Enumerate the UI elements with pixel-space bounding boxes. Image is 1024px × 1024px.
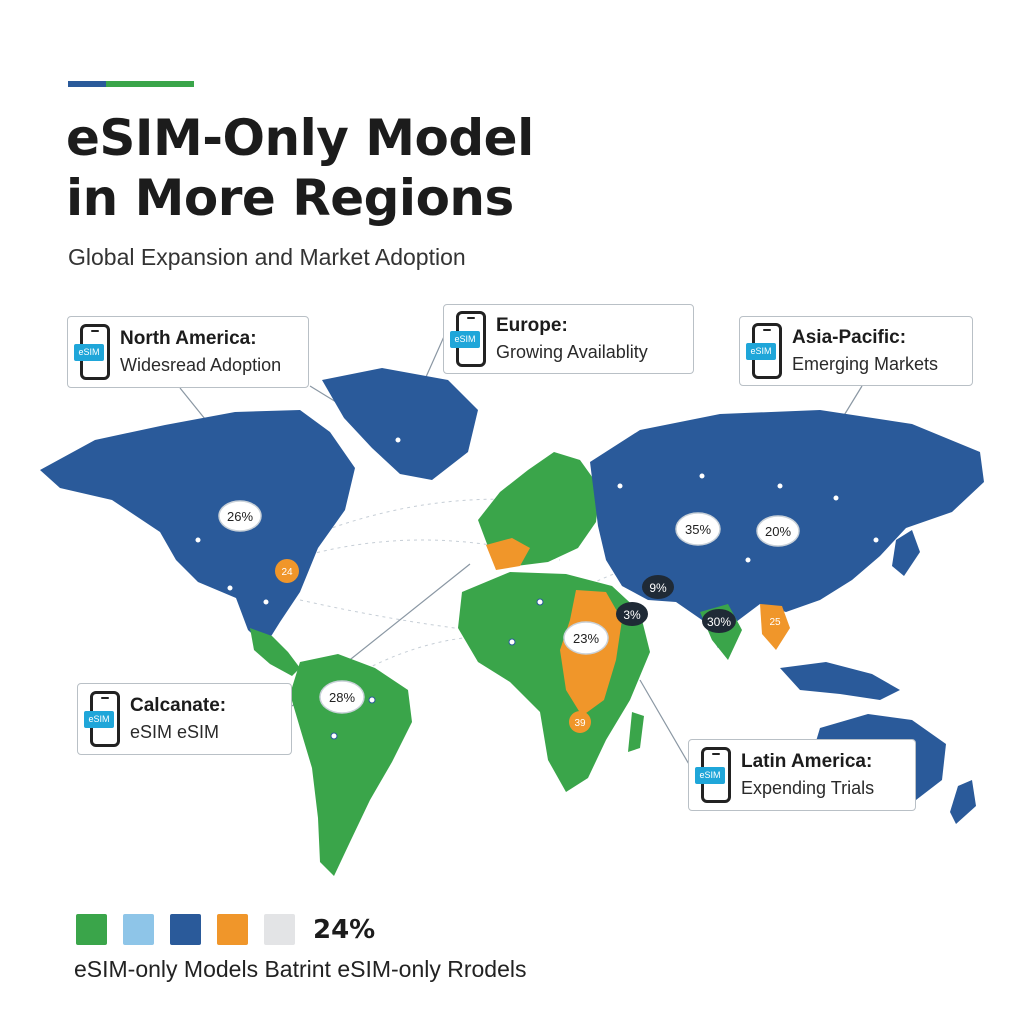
marker-south-america: 28% xyxy=(319,680,365,714)
region-madagascar xyxy=(628,712,644,752)
marker-arabia: 3% xyxy=(616,602,648,626)
svg-text:9%: 9% xyxy=(649,581,667,595)
region-europe-orange xyxy=(486,538,530,570)
svg-text:39: 39 xyxy=(574,718,586,729)
legend-swatch-gray xyxy=(264,914,295,945)
legend-swatch-green xyxy=(76,914,107,945)
svg-text:30%: 30% xyxy=(707,615,731,629)
marker-china: 20% xyxy=(756,515,800,547)
region-europe xyxy=(478,452,600,566)
accent-bar xyxy=(68,81,194,87)
page-title: eSIM-Only Model in More Regions xyxy=(66,109,534,227)
svg-text:26%: 26% xyxy=(227,509,253,524)
page-subtitle: Global Expansion and Market Adoption xyxy=(68,244,466,270)
svg-text:24: 24 xyxy=(281,567,293,578)
region-africa xyxy=(458,572,650,792)
phone-esim-icon: eSIM xyxy=(84,691,120,747)
callout-calcanate: eSIM Calcanate: eSIM eSIM xyxy=(77,683,292,755)
region-central-america xyxy=(250,628,300,676)
svg-text:3%: 3% xyxy=(623,608,641,622)
svg-text:25: 25 xyxy=(769,617,781,628)
region-japan xyxy=(892,530,920,576)
marker-russia: 35% xyxy=(675,512,721,546)
phone-esim-icon: eSIM xyxy=(746,323,782,379)
legend-swatch-blue xyxy=(170,914,201,945)
region-north-america xyxy=(40,410,355,646)
marker-africa-south: 39 xyxy=(569,711,591,733)
phone-esim-icon: eSIM xyxy=(450,311,486,367)
marker-usa-east: 24 xyxy=(275,559,299,583)
legend: 24% xyxy=(76,914,375,945)
legend-caption: eSIM-only Models Batrint eSIM-only Rrode… xyxy=(74,956,527,982)
marker-southeast-asia: 25 xyxy=(764,610,786,632)
marker-africa: 23% xyxy=(563,621,609,655)
callout-asia-pacific: eSIM Asia-Pacific: Emerging Markets xyxy=(739,316,973,386)
callout-europe: eSIM Europe: Growing Availablity xyxy=(443,304,694,374)
phone-esim-icon: eSIM xyxy=(695,747,731,803)
marker-north-america: 26% xyxy=(218,500,262,532)
region-new-zealand xyxy=(950,780,976,824)
callout-north-america: eSIM North America: Widesread Adoption xyxy=(67,316,309,388)
legend-swatch-light-blue xyxy=(123,914,154,945)
phone-esim-icon: eSIM xyxy=(74,324,110,380)
legend-swatch-orange xyxy=(217,914,248,945)
callout-latin-america: eSIM Latin America: Expending Trials xyxy=(688,739,916,811)
region-greenland xyxy=(322,368,478,480)
region-indonesia xyxy=(780,662,900,700)
svg-text:20%: 20% xyxy=(765,524,791,539)
marker-india: 30% xyxy=(702,609,736,633)
svg-text:28%: 28% xyxy=(329,690,355,705)
marker-middle-east: 9% xyxy=(642,575,674,599)
legend-value: 24% xyxy=(313,914,376,945)
region-south-america xyxy=(290,654,412,876)
svg-text:23%: 23% xyxy=(573,631,599,646)
svg-text:35%: 35% xyxy=(685,522,711,537)
